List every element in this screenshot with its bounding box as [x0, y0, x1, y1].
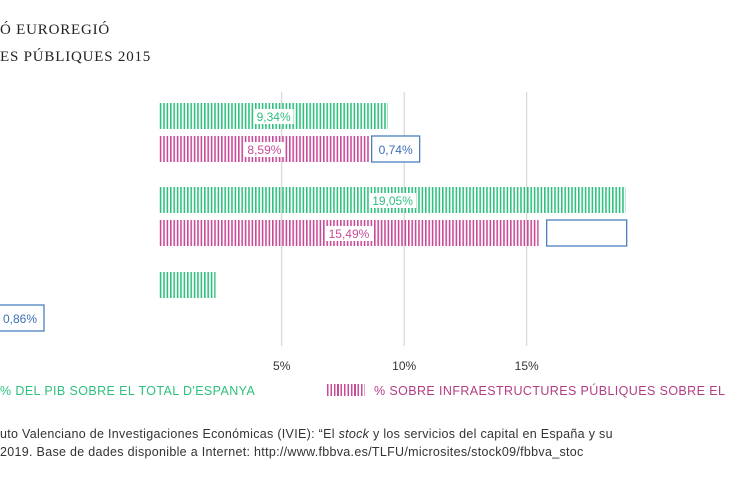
chart-area: 5% 10% 15% 9,34% 19,05% 8,59% 15,49% 0,74% 0,86%: [0, 92, 628, 373]
data-label-bg-0-1: [368, 193, 417, 208]
chart-title-line2: ES PÚBLIQUES 2015: [0, 49, 152, 65]
data-label-bg-0-0: [253, 109, 294, 124]
source-text-em: stock: [338, 427, 370, 441]
x-tick-label-15: 15%: [515, 359, 539, 373]
source-text-a: uto Valenciano de Investigaciones Económ…: [0, 427, 339, 441]
annotation-box-2: [0, 304, 45, 332]
source-text-b: y los servicios del capital en España y …: [369, 427, 613, 441]
x-tick-label-5: 5%: [273, 359, 291, 373]
data-label-0-0: 9,34%: [257, 110, 291, 124]
annotation-label-0: 0,74%: [379, 143, 413, 157]
data-label-0-1: 19,05%: [372, 194, 413, 208]
data-label-bg-1-1: [325, 226, 373, 241]
legend-swatch-infraestructures: [327, 384, 365, 396]
source-note-line1: uto Valenciano de Investigaciones Económ…: [0, 427, 613, 441]
annotation-box-0: [371, 135, 421, 163]
annotation-box-1: [546, 219, 628, 247]
bar-pib-2: [159, 272, 216, 298]
data-label-bg-1-0: [244, 142, 285, 157]
x-tick-label-10: 10%: [392, 359, 416, 373]
legend-label-infraestructures: % SOBRE INFRAESTRUCTURES PÚBLIQUES SOBRE…: [374, 384, 726, 398]
source-note-line2: 2019. Base de dades disponible a Interne…: [0, 445, 584, 459]
data-label-1-1: 15,49%: [329, 227, 370, 241]
legend-item-infraestructures: % SOBRE INFRAESTRUCTURES PÚBLIQUES SOBRE…: [327, 384, 725, 398]
data-label-1-0: 8,59%: [247, 143, 281, 157]
chart-title-line1: Ó EUROREGIÓ: [0, 22, 111, 38]
annotation-label-2: 0,86%: [3, 312, 37, 326]
legend-item-pib: % DEL PIB SOBRE EL TOTAL D'ESPANYA: [0, 384, 255, 398]
legend-label-pib: % DEL PIB SOBRE EL TOTAL D'ESPANYA: [0, 384, 256, 398]
